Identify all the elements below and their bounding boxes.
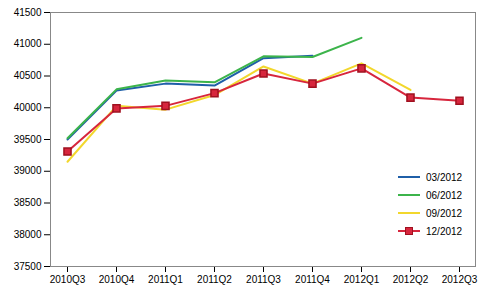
- html-text:09/2012: 09/2012: [426, 207, 463, 219]
- html-text:03/2012: 03/2012: [426, 171, 463, 183]
- svg-text:38000: 38000: [14, 229, 42, 240]
- svg-text:2010Q4: 2010Q4: [99, 274, 135, 285]
- svg-text:38500: 38500: [14, 197, 42, 208]
- html-text:06/2012: 06/2012: [426, 189, 463, 201]
- svg-text:2012Q2: 2012Q2: [393, 274, 429, 285]
- svg-text:2011Q2: 2011Q2: [197, 274, 232, 285]
- svg-text:2011Q1: 2011Q1: [148, 274, 183, 285]
- svg-text:40500: 40500: [14, 70, 42, 81]
- html-text:12/2012: 12/2012: [426, 225, 463, 237]
- svg-text:41500: 41500: [14, 7, 42, 18]
- svg-text:2010Q3: 2010Q3: [50, 274, 86, 285]
- svg-text:2012Q1: 2012Q1: [344, 274, 380, 285]
- svg-text:37500: 37500: [14, 261, 42, 272]
- svg-text:39000: 39000: [14, 165, 42, 176]
- svg-text:2012Q3: 2012Q3: [442, 274, 478, 285]
- svg-text:2011Q3: 2011Q3: [246, 274, 281, 285]
- svg-text:39500: 39500: [14, 134, 42, 145]
- svg-text:40000: 40000: [14, 102, 42, 113]
- svg-text:41000: 41000: [14, 38, 42, 49]
- svg-text:2011Q4: 2011Q4: [295, 274, 330, 285]
